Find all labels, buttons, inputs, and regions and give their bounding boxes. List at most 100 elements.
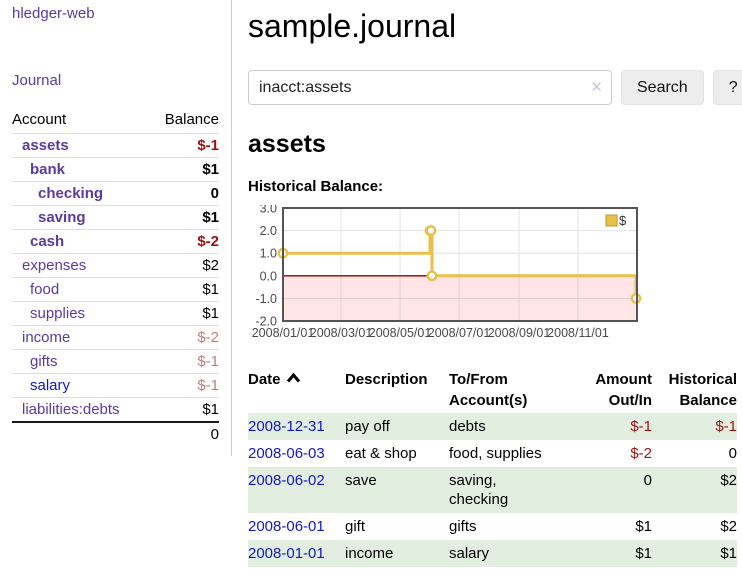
register-row: 2008-06-03 eat & shop food, supplies $-2 0	[248, 440, 737, 467]
account-link[interactable]: assets	[22, 137, 69, 154]
x-tick-label: 2008/09/01	[488, 326, 551, 340]
account-row: bank $1	[12, 157, 219, 182]
brand: hledger-web	[12, 5, 219, 22]
transaction-date: 2008-06-01	[248, 513, 345, 540]
date-link[interactable]: 2008-06-02	[248, 472, 325, 489]
register-row: 2008-06-02 save saving, checking 0 $2	[248, 467, 737, 513]
account-row: food $1	[12, 277, 219, 302]
account-link[interactable]: bank	[30, 161, 66, 178]
y-tick-label: 2.0	[260, 224, 277, 238]
x-tick-label: 2008/11/01	[547, 326, 609, 340]
main-content: sample.journal ✕ Search ? assets Histori…	[232, 0, 742, 567]
date-link[interactable]: 2008-06-03	[248, 445, 325, 462]
account-row: supplies $1	[12, 301, 219, 326]
account-balance: $-1	[149, 349, 219, 374]
y-tick-label: 0.0	[260, 269, 277, 283]
transaction-date: 2008-06-02	[248, 467, 345, 513]
balance-column-header-register: Historical Balance	[668, 371, 737, 409]
transaction-amount: $-1	[630, 418, 652, 435]
accounts-header-row: Account Balance	[12, 109, 219, 134]
transaction-description: pay off	[345, 418, 390, 435]
transaction-date: 2008-01-01	[248, 540, 345, 567]
account-balance: $1	[149, 277, 219, 302]
y-tick-label: -2.0	[255, 315, 277, 329]
journal-nav: Journal	[12, 72, 219, 89]
account-balance: $1	[149, 205, 219, 230]
account-link[interactable]: saving	[38, 209, 86, 226]
running-balance: $1	[720, 545, 737, 562]
legend-label: $	[619, 213, 627, 228]
x-tick-label: 2008/03/01	[310, 326, 373, 340]
account-row: cash $-2	[12, 229, 219, 254]
date-header-label: Date	[248, 371, 281, 388]
clear-search-icon[interactable]: ✕	[590, 78, 603, 96]
historical-balance-chart: 3.0 2.0 1.0 0.0 -1.0 -2.0 2008/01/01 2008/03/01…	[248, 202, 740, 347]
account-link[interactable]: expenses	[22, 257, 87, 274]
help-button[interactable]: ?	[712, 70, 742, 105]
date-column-header[interactable]: Date	[248, 367, 345, 413]
transaction-date: 2008-06-03	[248, 440, 345, 467]
account-balance: $-2	[149, 229, 219, 254]
date-link[interactable]: 2008-06-01	[248, 518, 325, 535]
date-link[interactable]: 2008-01-01	[248, 545, 325, 562]
y-tick-label: 1.0	[260, 247, 277, 261]
date-link[interactable]: 2008-12-31	[248, 418, 325, 435]
data-point-marker	[425, 225, 437, 237]
running-balance: $2	[720, 518, 737, 535]
sidebar: hledger-web Journal Account Balance asse…	[0, 0, 232, 456]
account-row: saving $1	[12, 205, 219, 230]
account-link[interactable]: food	[30, 281, 60, 298]
running-balance: $-1	[715, 418, 737, 435]
legend-swatch	[605, 214, 618, 227]
register-header-row: Date Description To/From Account(s) Amou…	[248, 367, 737, 413]
transaction-amount: 0	[643, 472, 652, 489]
transaction-date: 2008-12-31	[248, 413, 345, 440]
register-table: Date Description To/From Account(s) Amou…	[248, 367, 737, 567]
y-tick-label: -1.0	[255, 292, 277, 306]
app: hledger-web Journal Account Balance asse…	[0, 0, 742, 567]
search-input[interactable]	[248, 70, 612, 105]
account-link[interactable]: liabilities:debts	[22, 401, 120, 418]
account-row: income $-2	[12, 325, 219, 350]
accounts-table: Account Balance assets $-1 bank $1 checking 0…	[12, 109, 219, 446]
account-balance: $1	[149, 301, 219, 326]
page-title: sample.journal	[248, 8, 457, 44]
account-link[interactable]: cash	[30, 233, 65, 250]
account-link[interactable]: salary	[30, 377, 71, 394]
account-heading: assets	[248, 130, 326, 158]
description-column-header: Description	[345, 371, 428, 388]
search-input-wrap: ✕	[248, 70, 612, 105]
account-balance: $-2	[149, 325, 219, 350]
search-button[interactable]: Search	[621, 70, 704, 105]
account-balance: 0	[149, 181, 219, 206]
transaction-accounts: gifts	[449, 518, 477, 535]
data-point-marker	[426, 270, 438, 282]
transaction-description: eat & shop	[345, 445, 417, 462]
account-link[interactable]: checking	[38, 185, 104, 202]
transaction-description: gift	[345, 518, 366, 535]
account-balance: $-1	[149, 133, 219, 158]
chart-title: Historical Balance:	[248, 178, 384, 195]
accounts-total-row: 0	[12, 421, 219, 446]
app-title-link[interactable]: hledger-web	[12, 5, 95, 22]
account-row: checking 0	[12, 181, 219, 206]
balance-column-header: Balance	[149, 109, 219, 134]
transaction-amount: $1	[635, 518, 652, 535]
journal-link[interactable]: Journal	[12, 72, 62, 89]
transaction-accounts: saving, checking	[449, 472, 509, 508]
x-tick-label: 2008/01/01	[252, 326, 315, 340]
account-link[interactable]: supplies	[30, 305, 86, 322]
transaction-accounts: salary	[449, 545, 490, 562]
transaction-amount: $-2	[630, 445, 652, 462]
x-tick-label: 2008/05/01	[369, 326, 432, 340]
y-tick-label: 3.0	[260, 205, 277, 216]
account-link[interactable]: gifts	[30, 353, 58, 370]
running-balance: $2	[720, 472, 737, 489]
account-balance: $1	[149, 397, 219, 423]
plot-border	[282, 207, 638, 322]
transaction-accounts: debts	[449, 418, 486, 435]
accounts-column-header: To/From Account(s)	[449, 371, 528, 409]
account-link[interactable]: income	[22, 329, 71, 346]
x-tick-label: 2008/07/01	[428, 326, 491, 340]
account-row: salary $-1	[12, 373, 219, 398]
